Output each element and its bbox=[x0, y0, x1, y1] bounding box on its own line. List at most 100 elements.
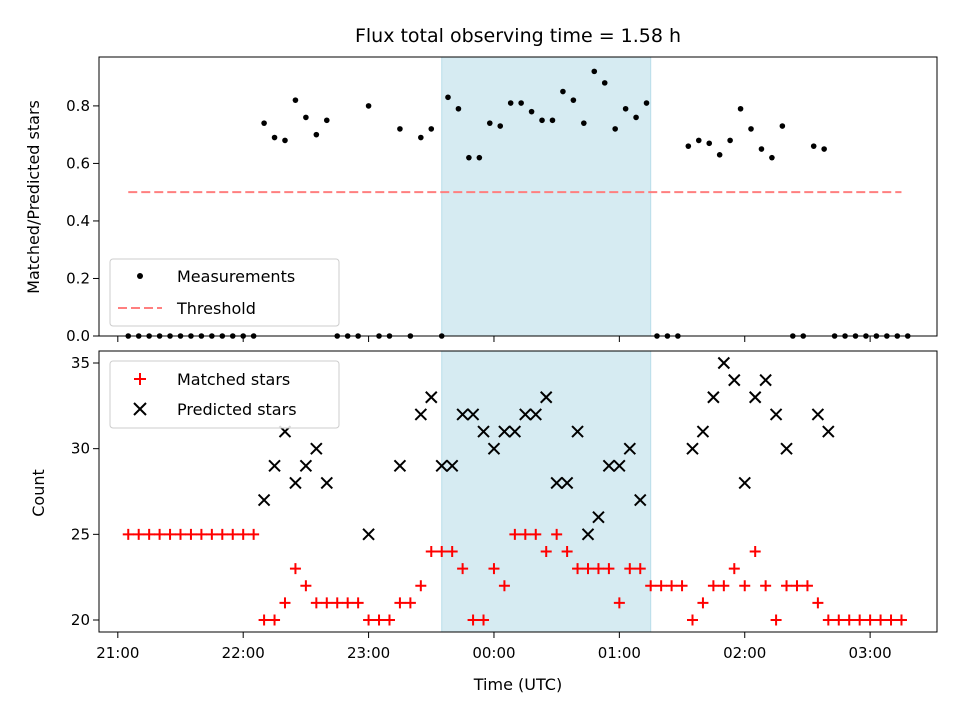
matched-star-point bbox=[279, 597, 291, 609]
matched-star-point bbox=[467, 614, 479, 626]
predicted-star-point bbox=[602, 459, 616, 473]
matched-star-point bbox=[478, 614, 490, 626]
matched-star-point bbox=[895, 614, 907, 626]
observing-span-top bbox=[441, 56, 652, 337]
predicted-star-point bbox=[498, 425, 511, 438]
matched-star-point bbox=[300, 580, 312, 592]
matched-star-point bbox=[603, 563, 615, 575]
matched-star-point bbox=[154, 528, 166, 540]
matched-star-point bbox=[655, 580, 667, 592]
count-panel: 20 25 30 35 21:00 22:00 23:00 00:00 01:00 02:00 0… bbox=[29, 350, 938, 694]
predicted-star-point bbox=[634, 493, 647, 507]
predicted-star-point bbox=[759, 373, 772, 387]
predicted-star-point bbox=[425, 391, 438, 404]
x-axis-label: Time (UTC) bbox=[473, 675, 562, 694]
predicted-star-point bbox=[299, 459, 313, 473]
predicted-star-point bbox=[738, 476, 751, 490]
measurement-point bbox=[758, 146, 765, 152]
measurement-point bbox=[549, 117, 556, 124]
matched-star-point bbox=[195, 528, 207, 540]
legend-marker-predicted bbox=[133, 402, 147, 416]
measurement-point bbox=[581, 120, 587, 126]
y-tick-label: 25 bbox=[71, 525, 90, 543]
measurement-point bbox=[486, 120, 493, 126]
ratio-points bbox=[125, 68, 911, 339]
legend-label-predicted: Predicted stars bbox=[177, 400, 297, 419]
matched-star-point bbox=[561, 545, 573, 557]
predicted-star-point bbox=[257, 493, 271, 507]
matched-star-point bbox=[216, 528, 228, 540]
matched-star-point bbox=[551, 528, 563, 540]
matched-star-point bbox=[718, 580, 730, 592]
predicted-star-point bbox=[414, 408, 428, 421]
matched-star-point bbox=[404, 597, 416, 609]
measurement-point bbox=[282, 137, 288, 144]
measurement-point bbox=[821, 146, 827, 152]
measurement-point bbox=[539, 117, 545, 124]
predicted-star-point bbox=[811, 408, 825, 421]
matched-star-point bbox=[822, 614, 834, 626]
predicted-star-point bbox=[508, 425, 522, 438]
predicted-star-point bbox=[456, 408, 469, 421]
matched-points bbox=[122, 528, 907, 626]
predicted-star-point bbox=[707, 391, 720, 404]
matched-star-point bbox=[352, 597, 364, 609]
predicted-star-point bbox=[748, 391, 762, 404]
matched-star-point bbox=[143, 528, 155, 540]
ratio-panel: 0.00.20.40.60.8 Matched/Predicted stars … bbox=[24, 56, 938, 345]
x-tick-label: 02:00 bbox=[723, 644, 766, 662]
predicted-star-point bbox=[393, 459, 407, 473]
measurement-point bbox=[622, 105, 629, 112]
measurement-point bbox=[303, 114, 309, 121]
predicted-star-point bbox=[268, 459, 281, 473]
predicted-star-point bbox=[310, 442, 323, 455]
matched-star-point bbox=[676, 580, 688, 592]
y-tick-label: 35 bbox=[71, 354, 90, 372]
predicted-star-point bbox=[289, 476, 302, 490]
matched-star-point bbox=[666, 580, 678, 592]
measurement-point bbox=[497, 123, 504, 129]
matched-star-point bbox=[634, 563, 646, 575]
matched-star-point bbox=[206, 528, 218, 540]
matched-star-point bbox=[457, 563, 469, 575]
chart-title: Flux total observing time = 1.58 h bbox=[355, 25, 681, 47]
predicted-star-point bbox=[487, 442, 501, 455]
measurement-point bbox=[810, 143, 817, 149]
matched-star-point bbox=[509, 528, 521, 540]
matched-star-point bbox=[269, 614, 281, 626]
measurement-point bbox=[365, 103, 372, 109]
predicted-star-point bbox=[362, 528, 375, 541]
matched-star-point bbox=[425, 545, 437, 557]
x-tick-label: 03:00 bbox=[849, 644, 892, 662]
legend-label-measurements: Measurements bbox=[177, 267, 295, 286]
matched-star-point bbox=[488, 563, 500, 575]
matched-star-point bbox=[185, 528, 197, 540]
predicted-star-point bbox=[466, 408, 480, 421]
count-y-ticks: 20 25 30 35 bbox=[71, 354, 99, 629]
y-tick-label: 0.2 bbox=[66, 269, 90, 287]
predicted-star-point bbox=[477, 425, 490, 438]
matched-star-point bbox=[885, 614, 897, 626]
matched-star-point bbox=[613, 597, 625, 609]
measurement-point bbox=[476, 154, 483, 161]
y-tick-label: 0.8 bbox=[66, 97, 90, 115]
matched-star-point bbox=[436, 545, 448, 557]
matched-star-point bbox=[122, 528, 134, 540]
measurement-point bbox=[445, 94, 451, 101]
predicted-star-point bbox=[320, 476, 333, 490]
predicted-star-point bbox=[529, 408, 542, 421]
matched-star-point bbox=[812, 597, 824, 609]
predicted-star-point bbox=[822, 425, 835, 438]
ratio-plot-frame bbox=[98, 56, 938, 337]
matched-star-point bbox=[843, 614, 855, 626]
count-y-axis-label: Count bbox=[29, 469, 48, 517]
ratio-legend: Measurements Threshold bbox=[109, 258, 340, 327]
x-tick-label: 23:00 bbox=[347, 644, 390, 662]
matched-star-point bbox=[373, 614, 385, 626]
measurement-point bbox=[685, 143, 692, 149]
predicted-star-point bbox=[540, 391, 553, 404]
matched-star-point bbox=[383, 614, 395, 626]
measurement-point bbox=[528, 108, 535, 115]
matched-star-point bbox=[331, 597, 343, 609]
